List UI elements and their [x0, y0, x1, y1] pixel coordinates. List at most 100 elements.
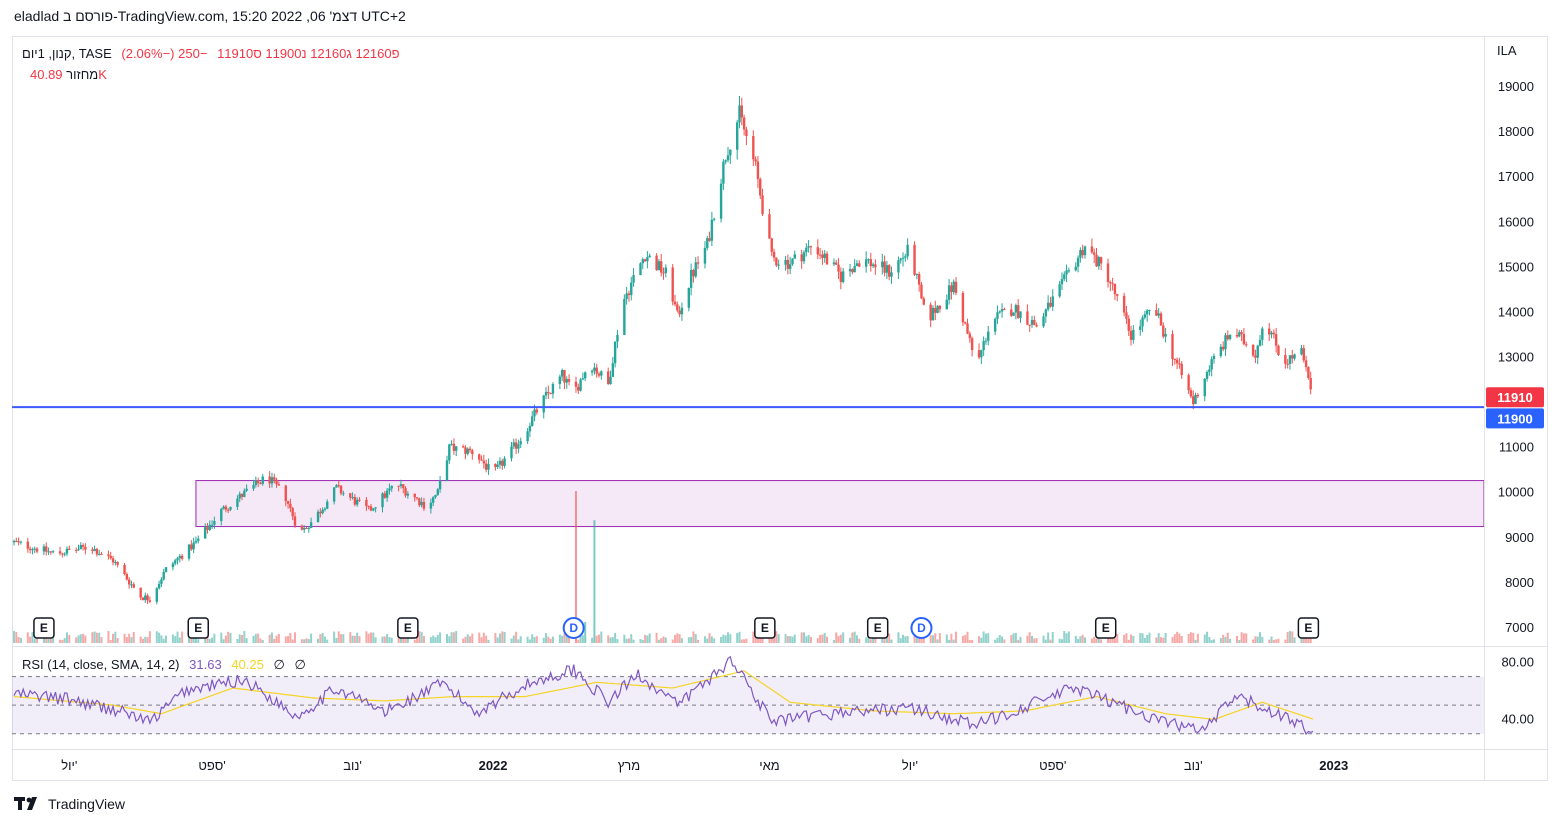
candle-body — [560, 370, 564, 377]
candle-body — [222, 506, 225, 509]
candle-body — [388, 488, 391, 491]
volume-bar — [660, 638, 663, 643]
candle-body — [464, 447, 467, 454]
volume-bar — [155, 631, 158, 643]
volume-bar — [49, 636, 52, 643]
volume-bar — [694, 634, 697, 643]
volume-bar — [616, 639, 619, 643]
volume-bar — [178, 637, 181, 643]
footer-brand[interactable]: TradingView — [14, 796, 125, 812]
volume-bar — [1208, 637, 1211, 643]
volume-bar — [855, 635, 858, 643]
volume-bar — [874, 637, 877, 643]
candle-body — [793, 254, 796, 259]
candle-body — [1203, 378, 1206, 397]
volume-bar — [13, 631, 15, 643]
candle-body — [1132, 329, 1135, 340]
time-axis[interactable]: יול' ספט' נוב' 2022 מרץ מאי יול' ספט' נוב' 2023 — [61, 758, 1348, 773]
candle-body — [155, 588, 158, 602]
volume-bar — [561, 635, 564, 643]
candle-body — [1044, 309, 1048, 317]
volume-bar — [130, 637, 133, 643]
candle-body — [309, 522, 313, 528]
volume-bar — [323, 636, 326, 643]
volume-bar — [1012, 633, 1015, 643]
volume-bar — [335, 637, 338, 643]
volume-bar — [227, 631, 230, 643]
candle-body — [461, 446, 465, 448]
event-label: E — [761, 621, 769, 635]
volume-bar — [238, 634, 241, 643]
candle-body — [291, 508, 294, 517]
candle-body — [28, 548, 32, 551]
candle-body — [1065, 270, 1068, 275]
volume-bar — [773, 635, 776, 643]
volume-bar — [722, 634, 725, 643]
volume-bar — [353, 635, 356, 643]
volume-bar — [648, 633, 651, 643]
volume-bar — [498, 633, 501, 643]
price-tick-label: 7000 — [1505, 620, 1534, 635]
volume-bar — [1001, 636, 1004, 643]
candle-body — [1228, 334, 1232, 340]
volume-bar — [1051, 631, 1054, 643]
volume-legend: מחזור 40.89K — [22, 67, 107, 82]
volume-bar — [1240, 632, 1243, 643]
volume-bar — [1155, 637, 1158, 643]
candle-body — [659, 261, 663, 273]
volume-bar — [367, 633, 370, 643]
volume-bar — [743, 639, 746, 643]
volume-bar — [1212, 639, 1215, 643]
candle-body — [922, 298, 925, 305]
volume-bar — [1254, 636, 1257, 643]
volume-bar — [243, 631, 246, 643]
price-zone[interactable] — [195, 480, 1485, 528]
volume-bar — [987, 633, 990, 643]
candle-body — [187, 544, 191, 559]
candle-body — [1026, 311, 1029, 325]
candle-body — [478, 454, 481, 460]
candle-body — [1074, 266, 1077, 271]
volume-bar — [162, 638, 165, 643]
time-tick-label: ספט' — [1039, 758, 1066, 773]
candle-body — [662, 272, 665, 274]
volume-bar — [950, 633, 953, 643]
candle-body — [429, 502, 433, 509]
candle-body — [655, 255, 658, 271]
candle-body — [238, 493, 241, 499]
volume-bar — [853, 631, 856, 643]
candle-body — [1157, 313, 1160, 316]
volume-bar — [740, 639, 743, 643]
volume-bar — [964, 634, 967, 643]
time-tick-label: נוב' — [1184, 758, 1203, 773]
candle-body — [664, 267, 668, 274]
volume-bar — [646, 635, 649, 643]
price-axis[interactable]: 7000 8000 9000 10000 11000 13000 14000 15000 160… — [12, 36, 1548, 780]
candle-body — [31, 549, 34, 551]
candle-body — [171, 563, 175, 568]
candle-body — [848, 269, 852, 272]
event-marker-d: D — [910, 617, 933, 639]
candle-body — [1139, 326, 1142, 330]
candle-body — [1003, 309, 1006, 311]
candle-body — [471, 450, 474, 455]
volume-bar — [517, 639, 520, 643]
volume-bar — [1259, 632, 1262, 643]
candle-body — [998, 311, 1001, 313]
candle-body — [740, 105, 744, 118]
candle-body — [528, 425, 532, 432]
volume-bar — [614, 632, 617, 643]
candle-body — [1019, 311, 1022, 318]
volume-bar — [837, 636, 840, 643]
candle-body — [987, 331, 990, 341]
volume-bar — [68, 635, 71, 643]
volume-bar — [141, 638, 144, 643]
event-marker-d: D — [562, 617, 585, 639]
earnings-icon — [33, 617, 55, 639]
volume-bar — [710, 636, 713, 643]
candle-body — [1175, 359, 1179, 364]
volume-bar — [1141, 633, 1144, 643]
time-tick-label: יול' — [902, 758, 918, 773]
